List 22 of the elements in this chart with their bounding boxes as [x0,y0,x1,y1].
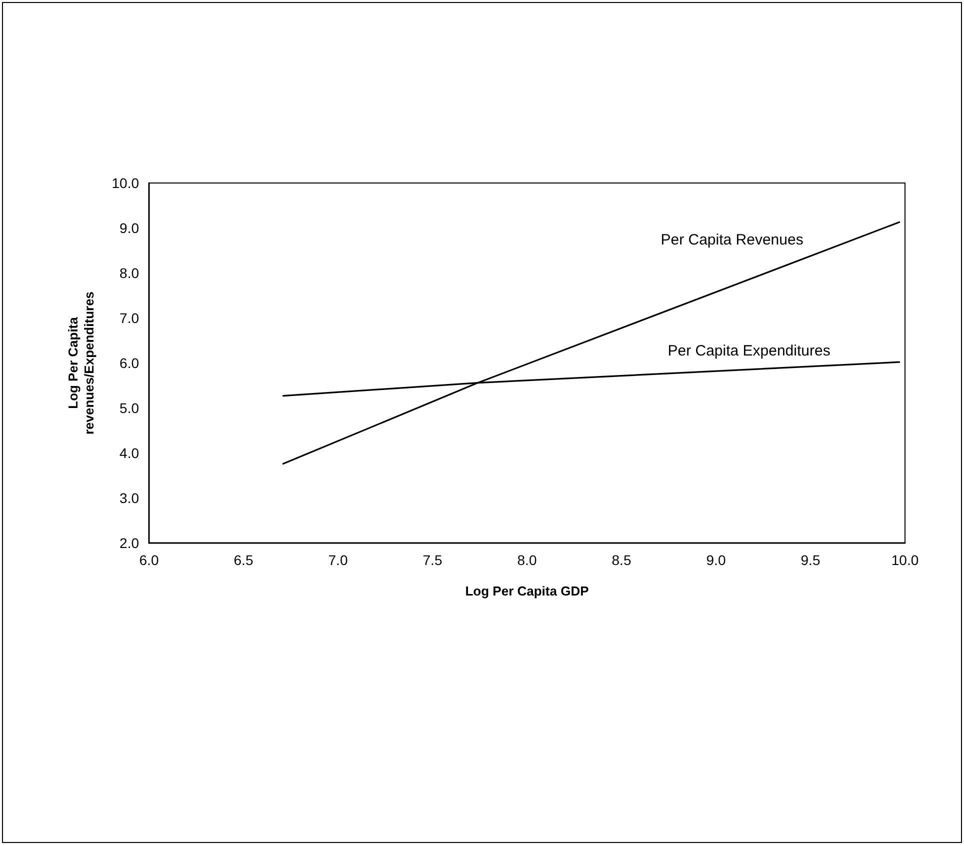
y-tick-label: 4.0 [120,445,140,461]
x-tick-label: 6.5 [234,552,254,568]
y-axis-title: Log Per Capita revenues/Expenditures [66,291,96,435]
x-tick-label: 6.0 [139,552,159,568]
x-tick-label: 9.0 [706,552,726,568]
series-label: Per Capita Revenues [660,232,804,249]
x-tick-label: 7.0 [328,552,348,568]
y-tick-label: 8.0 [120,265,140,281]
x-tick-label: 8.0 [517,552,537,568]
series-label: Per Capita Expenditures [668,342,830,360]
y-tick-label: 10.0 [112,175,140,191]
y-tick-label: 5.0 [120,400,140,416]
x-tick-label: 10.0 [891,552,919,568]
x-tick-label: 8.5 [612,552,632,568]
y-tick-label: 7.0 [120,310,140,326]
y-tick-label: 2.0 [120,535,140,551]
x-axis-title: Log Per Capita GDP [465,584,590,598]
x-tick-label: 9.5 [800,552,820,568]
y-tick-label: 3.0 [120,490,140,506]
x-tick-label: 7.5 [422,552,442,568]
y-tick-label: 9.0 [120,220,140,236]
y-tick-label: 6.0 [120,355,140,371]
